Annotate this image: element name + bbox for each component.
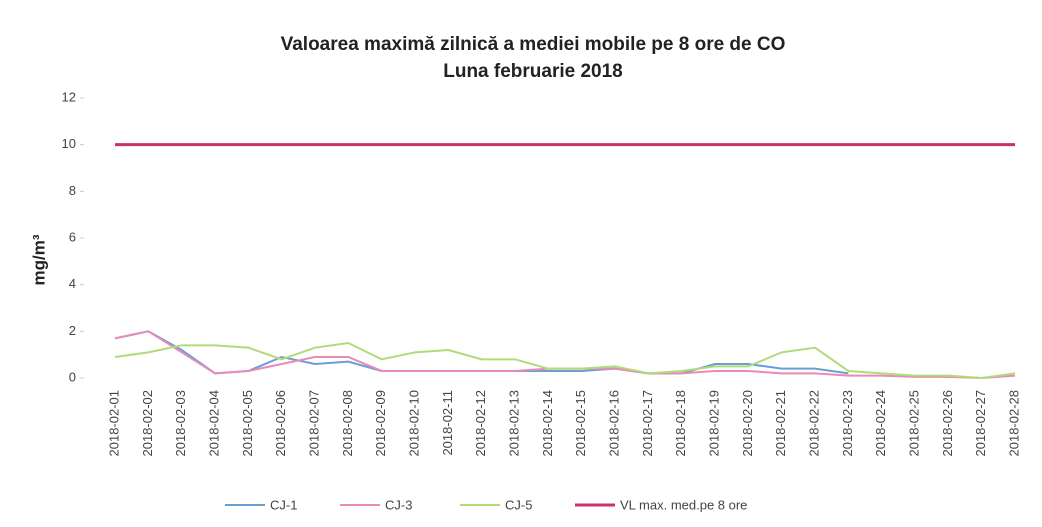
x-tick-label: 2018-02-18 [673,390,688,457]
y-tick-label: 10 [62,136,76,151]
x-tick-label: 2018-02-25 [906,390,921,457]
x-tick-label: 2018-02-28 [1006,390,1021,457]
x-tick-label: 2018-02-09 [373,390,388,457]
x-tick-label: 2018-02-07 [306,390,321,457]
legend-label: CJ-5 [505,497,532,512]
x-tick-label: 2018-02-15 [573,390,588,457]
chart-title: Valoarea maximă zilnică a mediei mobile … [281,34,786,55]
x-tick-label: 2018-02-17 [640,390,655,457]
x-tick-label: 2018-02-23 [840,390,855,457]
x-tick-label: 2018-02-11 [440,390,455,456]
y-tick-label: 0 [69,369,76,384]
y-tick-label: 12 [62,89,76,104]
x-tick-label: 2018-02-06 [273,390,288,457]
x-tick-label: 2018-02-01 [106,390,121,457]
x-tick-label: 2018-02-05 [240,390,255,457]
y-tick-label: 6 [69,229,76,244]
y-tick-label: 8 [69,183,76,198]
y-tick-label: 4 [69,276,76,291]
x-tick-label: 2018-02-03 [173,390,188,457]
y-axis-title: mg/m³ [29,234,48,285]
legend-label: CJ-3 [385,497,412,512]
legend-label: CJ-1 [270,497,297,512]
x-tick-label: 2018-02-13 [506,390,521,457]
x-tick-label: 2018-02-08 [340,390,355,457]
legend-label: VL max. med.pe 8 ore [620,497,747,512]
x-tick-label: 2018-02-19 [706,390,721,457]
x-tick-label: 2018-02-22 [806,390,821,457]
x-tick-label: 2018-02-20 [740,390,755,457]
series-line [114,341,1016,380]
x-tick-label: 2018-02-21 [773,390,788,457]
x-tick-label: 2018-02-26 [940,390,955,457]
x-tick-label: 2018-02-12 [473,390,488,457]
x-tick-label: 2018-02-10 [406,390,421,457]
x-tick-label: 2018-02-24 [873,390,888,457]
x-tick-label: 2018-02-16 [606,390,621,457]
y-tick-label: 2 [69,323,76,338]
x-tick-label: 2018-02-04 [206,390,221,457]
x-tick-label: 2018-02-14 [540,390,555,457]
x-tick-label: 2018-02-02 [140,390,155,457]
x-tick-label: 2018-02-27 [973,390,988,457]
chart-subtitle: Luna februarie 2018 [443,61,623,82]
